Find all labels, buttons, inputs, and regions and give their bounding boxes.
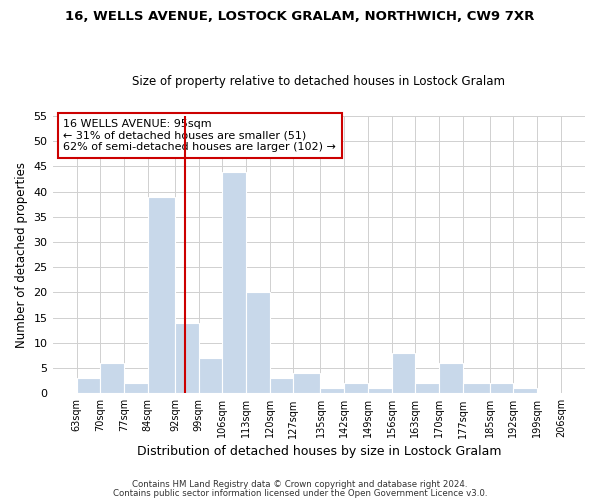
Bar xyxy=(392,353,415,394)
Text: 16, WELLS AVENUE, LOSTOCK GRALAM, NORTHWICH, CW9 7XR: 16, WELLS AVENUE, LOSTOCK GRALAM, NORTHW… xyxy=(65,10,535,23)
Bar xyxy=(77,378,100,394)
Bar xyxy=(439,363,463,394)
Bar xyxy=(124,383,148,394)
Bar xyxy=(246,292,269,394)
Bar xyxy=(344,383,368,394)
Bar xyxy=(175,322,199,394)
Bar xyxy=(100,363,124,394)
Text: 16 WELLS AVENUE: 95sqm
← 31% of detached houses are smaller (51)
62% of semi-det: 16 WELLS AVENUE: 95sqm ← 31% of detached… xyxy=(63,119,336,152)
Bar xyxy=(199,358,222,394)
Y-axis label: Number of detached properties: Number of detached properties xyxy=(15,162,28,348)
Text: Contains public sector information licensed under the Open Government Licence v3: Contains public sector information licen… xyxy=(113,489,487,498)
Text: Contains HM Land Registry data © Crown copyright and database right 2024.: Contains HM Land Registry data © Crown c… xyxy=(132,480,468,489)
Bar xyxy=(490,383,514,394)
Bar xyxy=(293,373,320,394)
Bar xyxy=(514,388,537,394)
X-axis label: Distribution of detached houses by size in Lostock Gralam: Distribution of detached houses by size … xyxy=(137,444,501,458)
Bar xyxy=(415,383,439,394)
Bar xyxy=(320,388,344,394)
Bar xyxy=(463,383,490,394)
Bar xyxy=(222,172,246,394)
Bar xyxy=(148,196,175,394)
Bar xyxy=(269,378,293,394)
Title: Size of property relative to detached houses in Lostock Gralam: Size of property relative to detached ho… xyxy=(132,76,505,88)
Bar xyxy=(368,388,392,394)
